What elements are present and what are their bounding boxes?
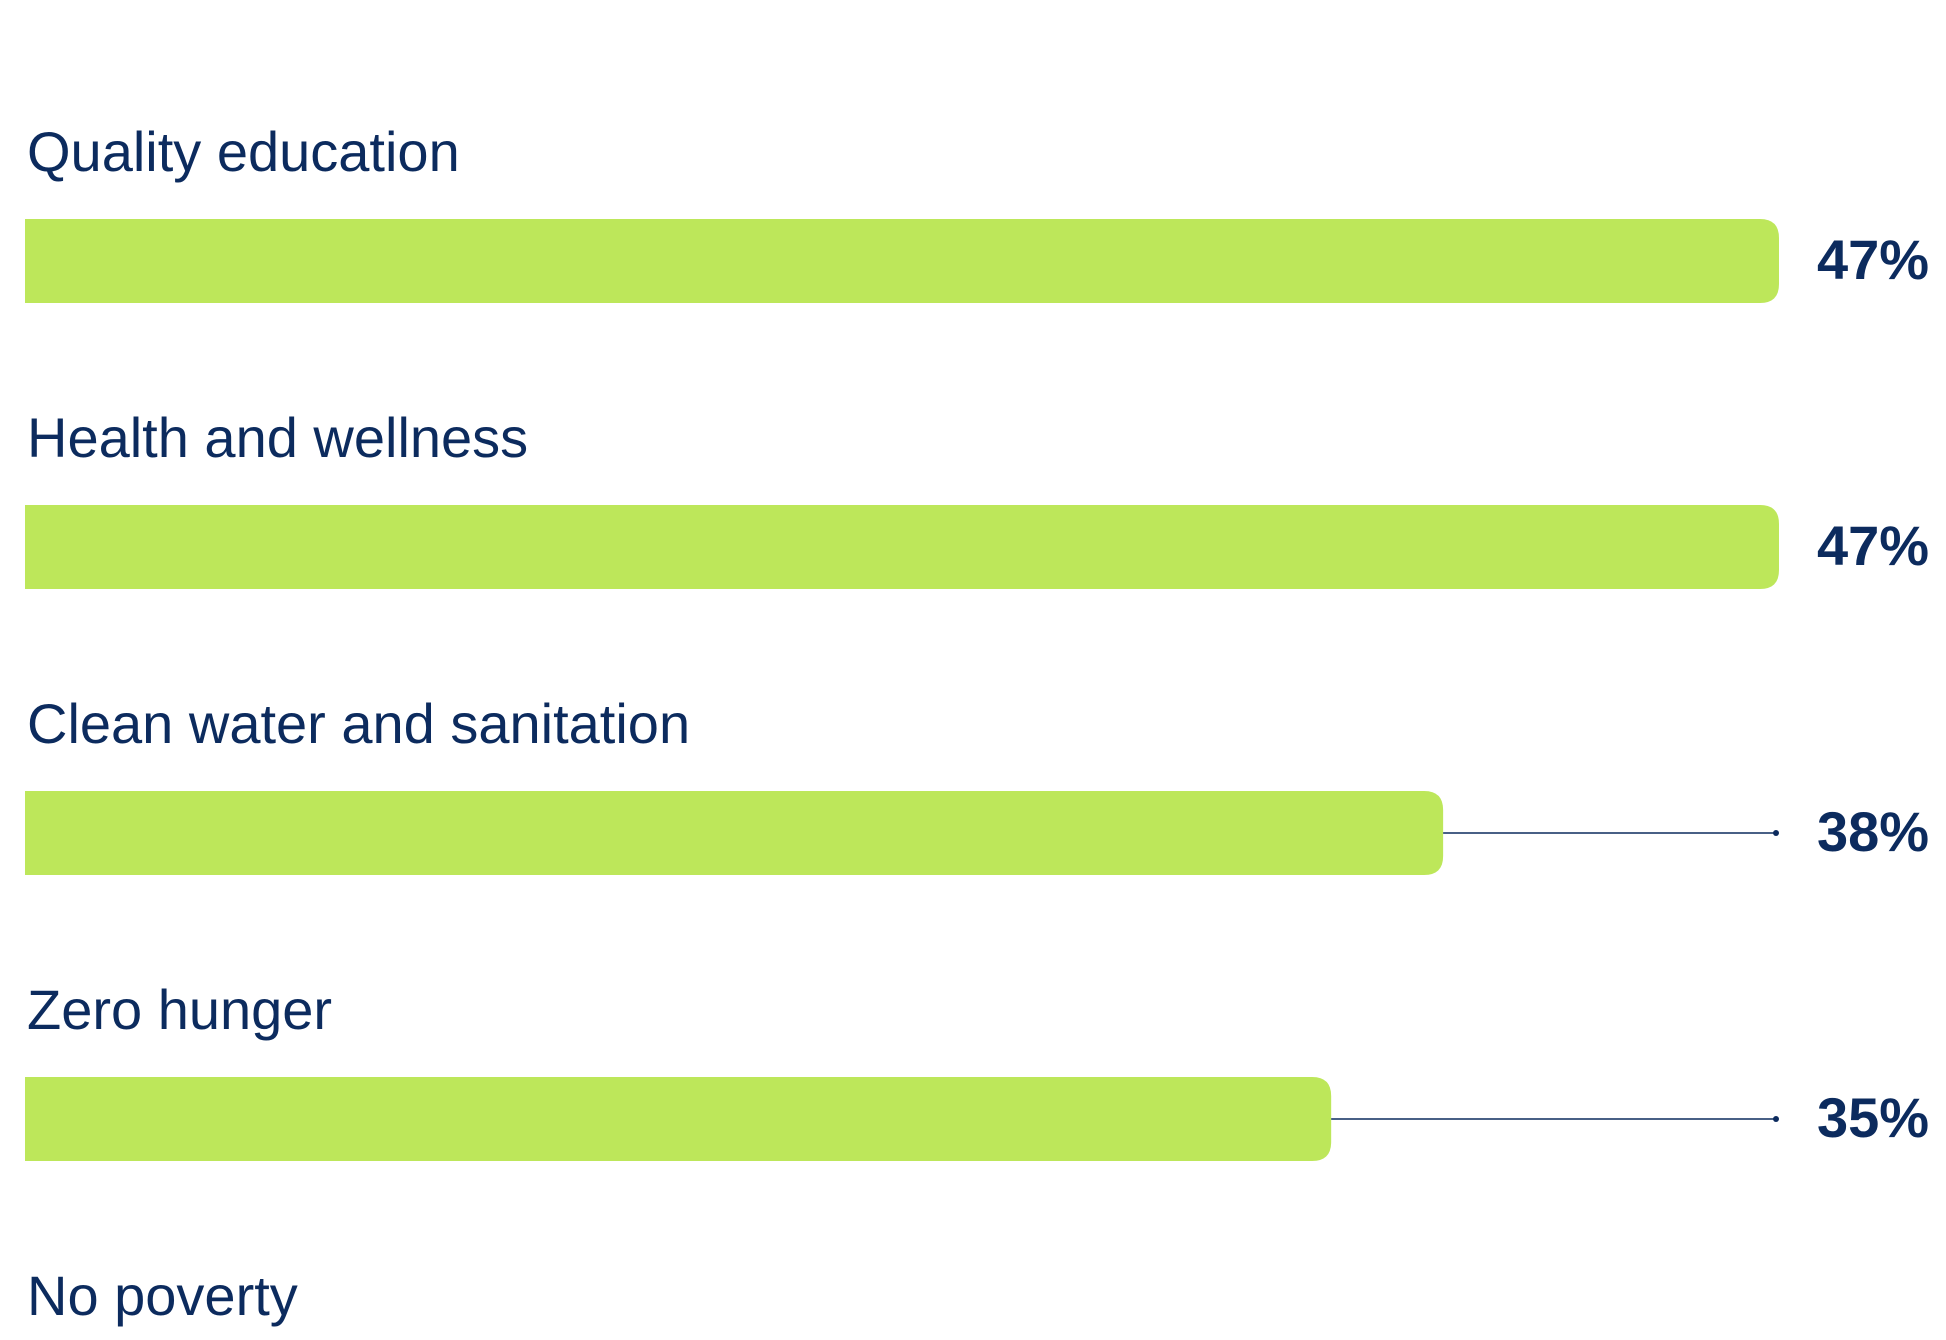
bar: [25, 1077, 1332, 1161]
category-label: Zero hunger: [27, 978, 332, 1041]
leader-dot: [1773, 1116, 1779, 1122]
leader-dot: [1773, 830, 1779, 836]
value-label: 35%: [1817, 1086, 1929, 1149]
category-label: Quality education: [27, 120, 460, 183]
bar: [25, 791, 1444, 875]
bar: [25, 219, 1779, 303]
category-label: No poverty: [27, 1264, 298, 1327]
category-label: Clean water and sanitation: [27, 692, 690, 755]
category-label: Health and wellness: [27, 406, 528, 469]
bar: [25, 505, 1779, 589]
value-label: 47%: [1817, 228, 1929, 291]
value-label: 38%: [1817, 800, 1929, 863]
value-label: 47%: [1817, 514, 1929, 577]
